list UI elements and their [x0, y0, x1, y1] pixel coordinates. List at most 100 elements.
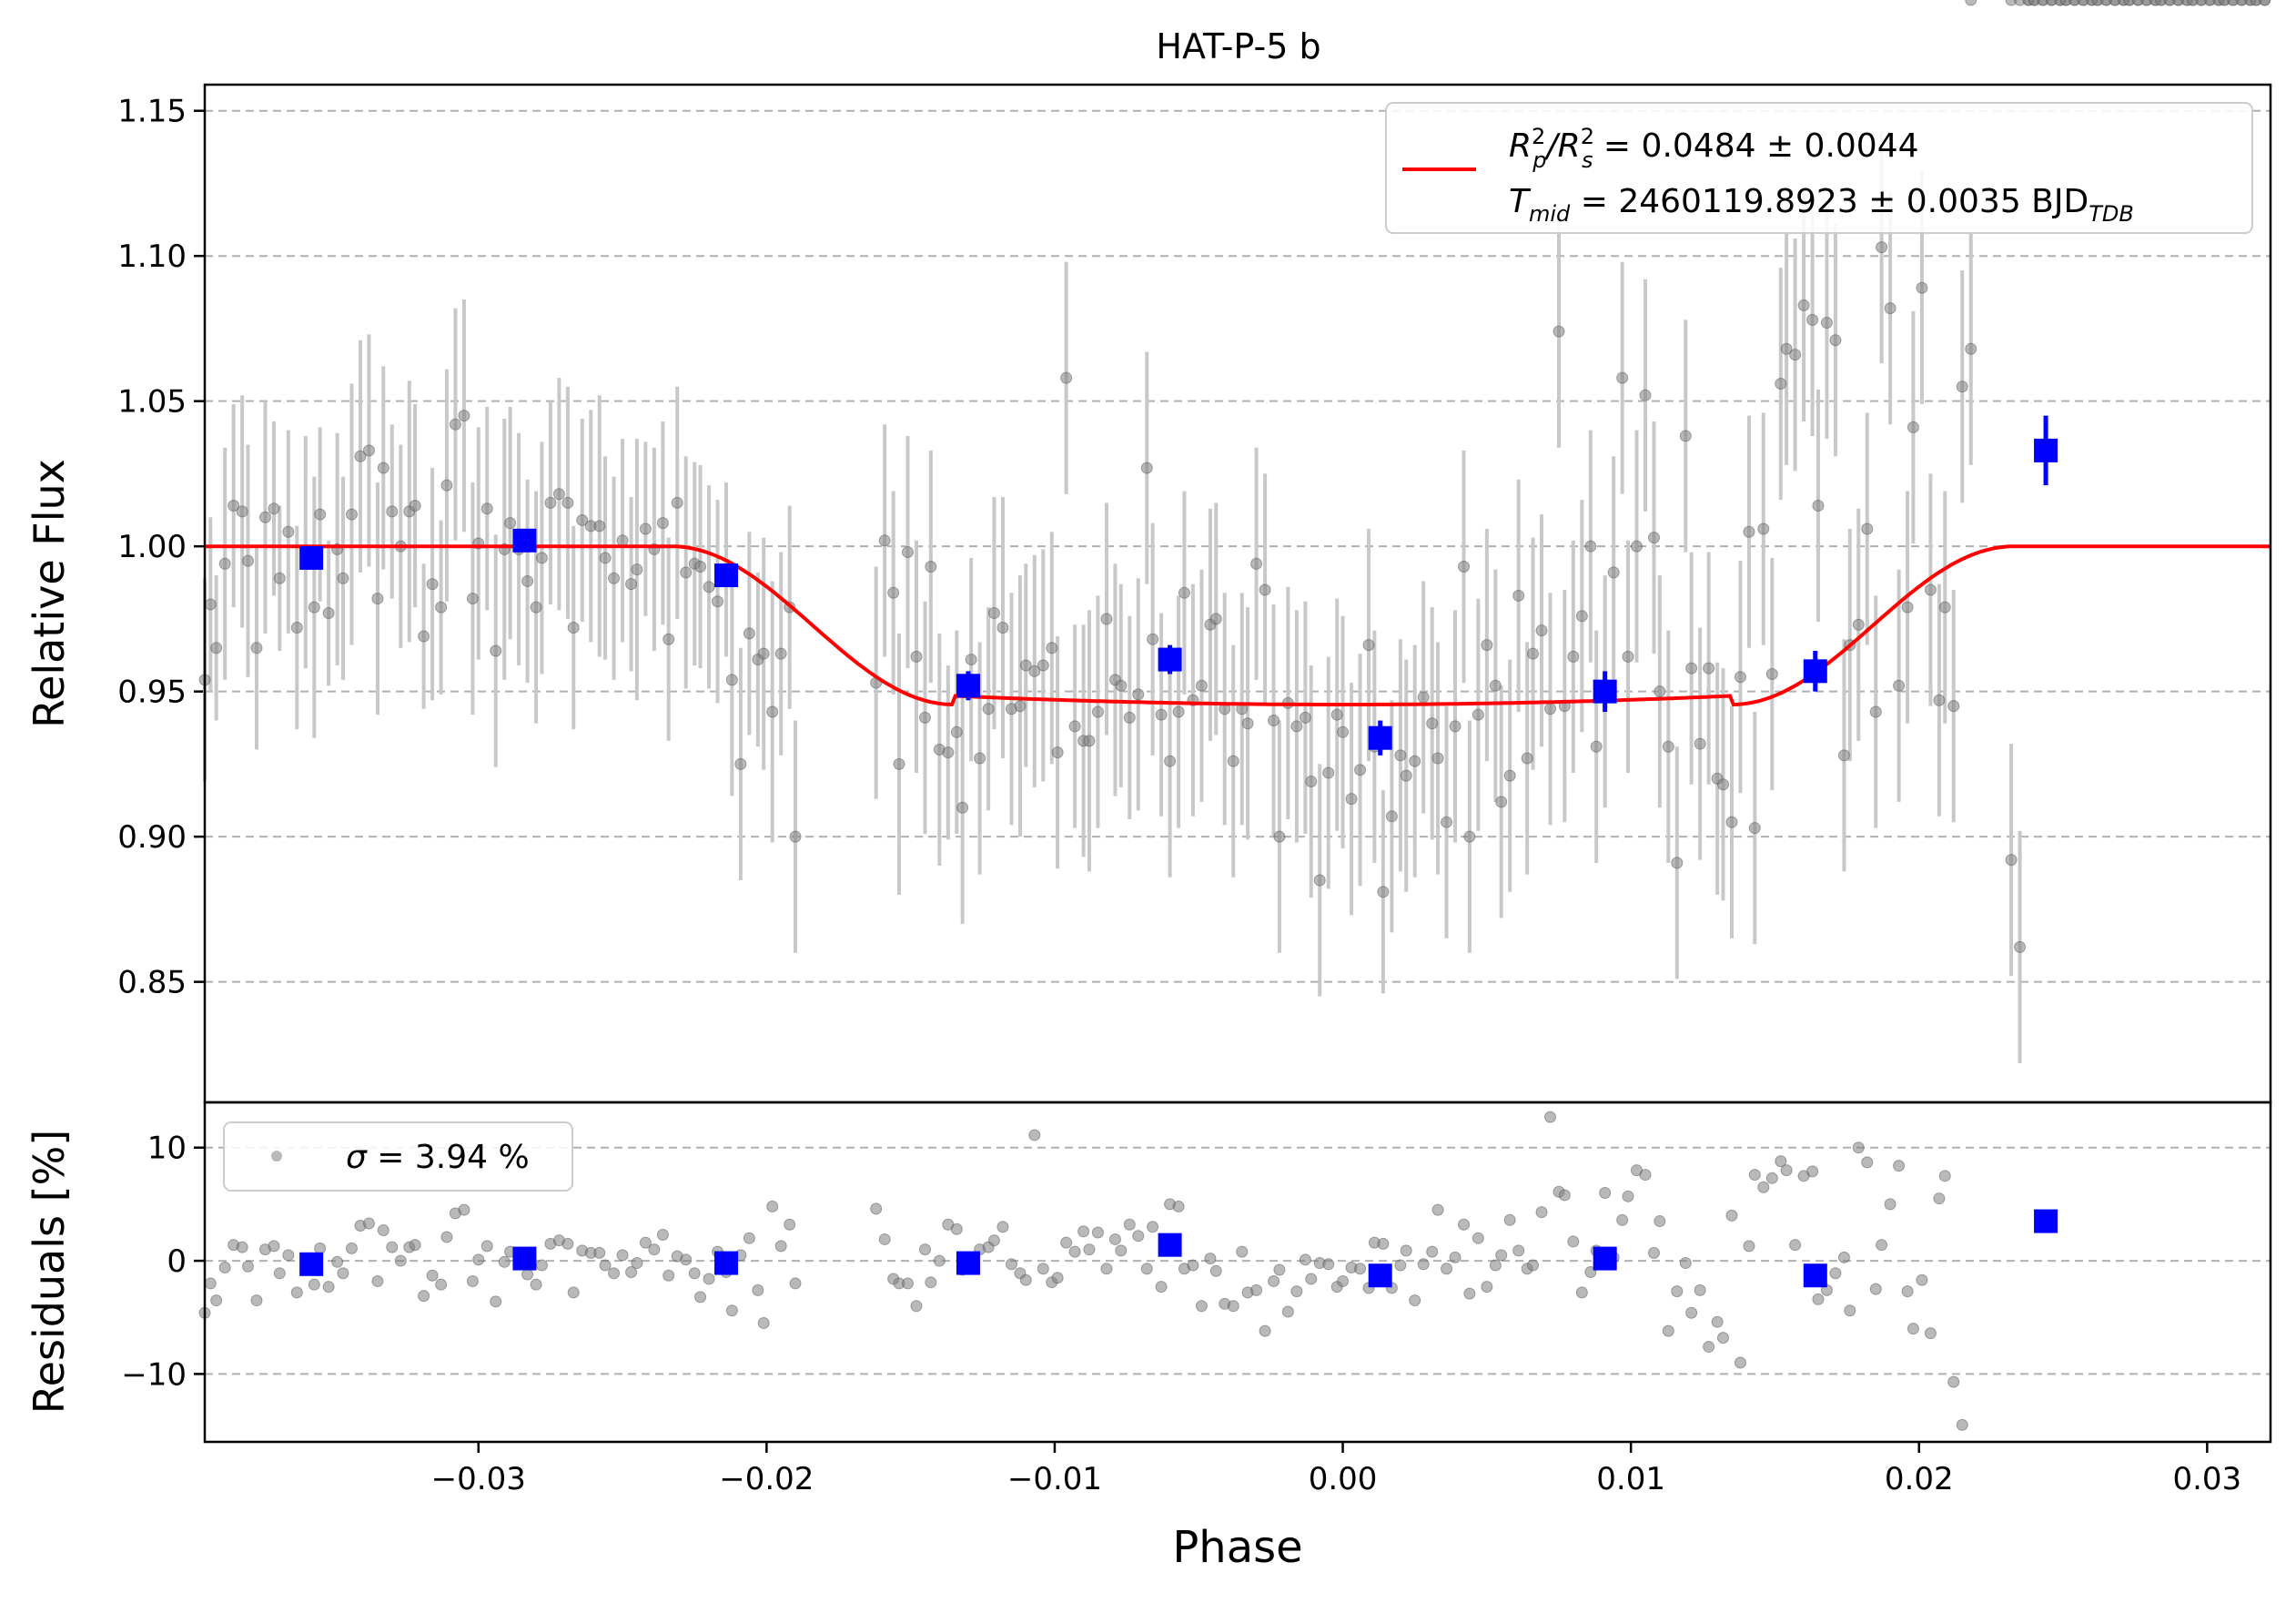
residual-y-ticks: −10 0 10 [121, 1131, 205, 1393]
raw-point [1209, 613, 1222, 625]
residual-point [918, 1243, 931, 1256]
residual-point [1426, 1245, 1439, 1258]
raw-point [878, 534, 891, 547]
raw-point [435, 601, 448, 614]
residual-point [490, 1295, 502, 1308]
raw-point [625, 578, 638, 591]
main-legend-box [1385, 102, 2253, 234]
residual-point [1481, 1281, 1493, 1294]
raw-point [1313, 874, 1326, 887]
legend-rp-sub: p [1532, 147, 1546, 173]
residual-point [290, 1286, 303, 1299]
binned-point [1368, 725, 1392, 750]
raw-point [1812, 500, 1825, 512]
raw-point [1417, 691, 1430, 704]
raw-point [1409, 755, 1421, 767]
residual-point [2014, 0, 2027, 6]
residual-point [631, 1257, 643, 1270]
residual-point [561, 1237, 574, 1250]
raw-point [1748, 822, 1761, 835]
legend-mid-sub: mid [1529, 201, 1571, 227]
residual-point [1725, 1209, 1738, 1222]
legend-rp: R [1509, 127, 1532, 165]
raw-point [345, 508, 358, 521]
raw-point [1685, 662, 1698, 675]
raw-point [1091, 705, 1104, 718]
raw-point [258, 511, 271, 523]
residual-point [1599, 1186, 1612, 1199]
raw-point [1893, 679, 1906, 692]
x-tick-label: 0.03 [2172, 1461, 2241, 1497]
sigma-symbol: σ [346, 1139, 368, 1176]
binned-point [1158, 647, 1182, 672]
raw-point [1132, 688, 1145, 701]
raw-point [1458, 560, 1471, 573]
raw-point [1716, 778, 1729, 791]
raw-point [458, 410, 470, 422]
residual-point [1757, 1181, 1770, 1193]
residual-point [774, 1240, 787, 1253]
residual-point [472, 1253, 485, 1266]
residual-point [1544, 1111, 1557, 1123]
raw-point [480, 502, 493, 515]
residual-point [2068, 0, 2081, 6]
raw-point [418, 630, 430, 643]
residual-point [1647, 1246, 1660, 1259]
residual-point [308, 1278, 320, 1291]
raw-point [1630, 540, 1643, 553]
raw-point [1907, 421, 1919, 433]
raw-point [567, 621, 580, 634]
raw-point [1345, 793, 1358, 806]
raw-point [530, 601, 542, 614]
raw-point [1037, 659, 1049, 672]
raw-point [987, 607, 1000, 620]
legend-tmid-value: = 2460119.8923 ± 0.0035 BJD [1570, 183, 2089, 220]
residual-point [362, 1217, 375, 1230]
legend-t: T [1509, 183, 1532, 220]
residual-point [639, 1236, 652, 1249]
residual-point [1037, 1263, 1049, 1275]
residual-point [725, 1304, 738, 1317]
binned-point [714, 563, 739, 588]
residual-point [345, 1242, 358, 1254]
raw-point [1123, 711, 1136, 724]
residual-point [268, 1240, 280, 1253]
residual-point [2195, 0, 2208, 6]
x-tick-label: −0.02 [719, 1461, 814, 1497]
residual-legend-marker [271, 1151, 282, 1162]
raw-point [1938, 601, 1951, 614]
residual-point [1147, 1221, 1159, 1233]
residual-point [2187, 0, 2200, 6]
raw-point [1155, 708, 1168, 721]
residual-point [458, 1203, 470, 1216]
residual-point [1869, 1283, 1882, 1295]
raw-point [1472, 708, 1484, 721]
residual-point [1108, 1233, 1121, 1245]
residual-point [1965, 0, 1977, 6]
raw-point [204, 598, 217, 611]
residual-point [1472, 1232, 1484, 1244]
raw-point [1164, 755, 1177, 767]
residual-point [1140, 1263, 1153, 1275]
raw-point [466, 593, 479, 605]
residual-point [1789, 1239, 1802, 1252]
residual-y-tick-label: 0 [167, 1243, 187, 1280]
chart-title: HAT-P-5 b [1156, 26, 1320, 66]
raw-point [1449, 720, 1462, 733]
legend-rp-sup: 2 [1532, 124, 1545, 149]
residual-point [2204, 0, 2217, 6]
residual-point [1703, 1341, 1715, 1354]
raw-point [1916, 281, 1928, 294]
residual-y-axis-label: Residuals [%] [25, 1130, 74, 1414]
residual-legend-text: σ = 3.94 % [346, 1139, 530, 1176]
residual-point [1268, 1274, 1280, 1287]
binned-point [1803, 659, 1827, 684]
raw-point [712, 595, 724, 608]
residual-point [435, 1278, 448, 1291]
residual-point [878, 1233, 891, 1245]
raw-point [1544, 703, 1557, 715]
residual-point [1077, 1225, 1090, 1238]
x-tick-label: −0.03 [431, 1461, 526, 1497]
residual-point [1204, 1253, 1217, 1265]
